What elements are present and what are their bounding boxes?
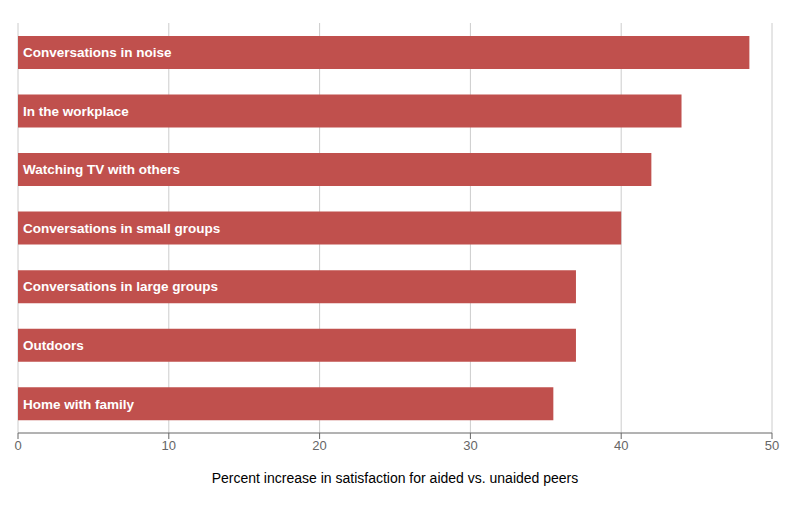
svg-text:Percent increase in satisfacti: Percent increase in satisfaction for aid…	[212, 470, 579, 486]
svg-text:Outdoors: Outdoors	[23, 338, 84, 353]
svg-text:Conversations in small groups: Conversations in small groups	[23, 221, 220, 236]
svg-text:Conversations in large groups: Conversations in large groups	[23, 279, 218, 294]
svg-text:50: 50	[765, 438, 779, 453]
svg-text:0: 0	[14, 438, 21, 453]
svg-text:Watching TV with others: Watching TV with others	[23, 162, 180, 177]
svg-text:30: 30	[463, 438, 477, 453]
svg-text:In the workplace: In the workplace	[23, 104, 129, 119]
svg-text:40: 40	[614, 438, 628, 453]
svg-text:Conversations in noise: Conversations in noise	[23, 45, 172, 60]
svg-text:10: 10	[162, 438, 176, 453]
svg-text:Home with family: Home with family	[23, 397, 135, 412]
svg-text:20: 20	[312, 438, 326, 453]
